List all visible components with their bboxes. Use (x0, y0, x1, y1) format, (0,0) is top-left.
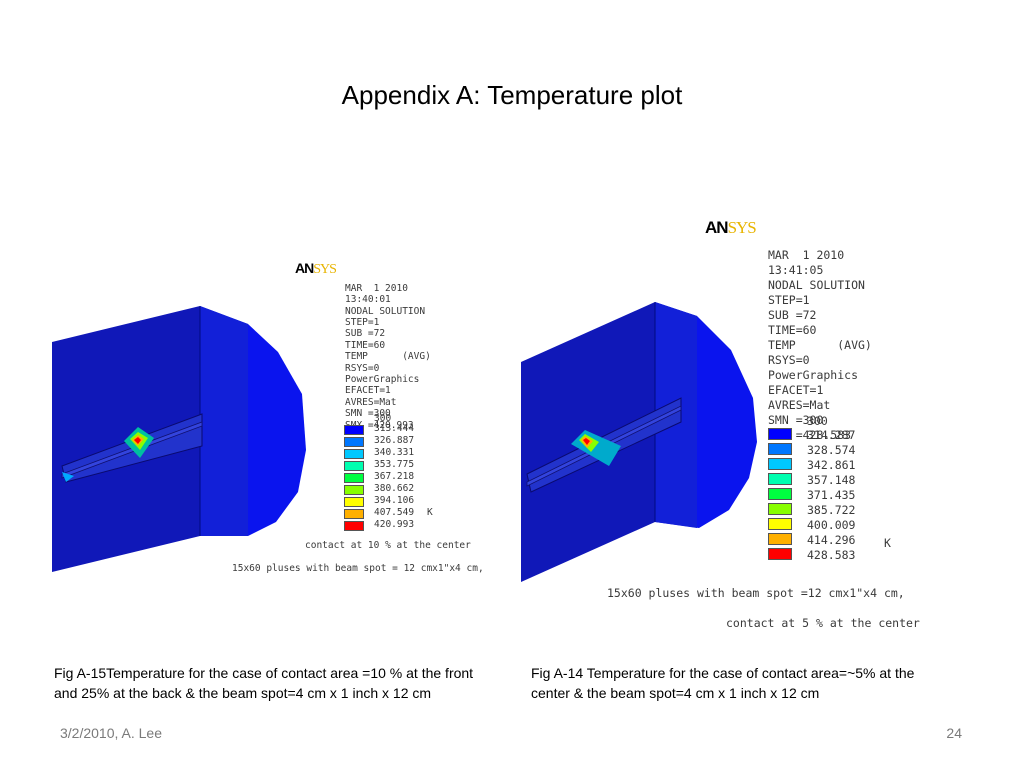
beam-model-right (521, 302, 757, 582)
note-beam-left: 15x60 pluses with beam spot = 12 cmx1"x4… (232, 563, 484, 574)
note-contact-right: contact at 5 % at the center (726, 616, 920, 630)
ansys-logo-left: ANSYS (295, 260, 337, 277)
solution-info-left: MAR 1 2010 13:40:01 NODAL SOLUTION STEP=1 SU… (345, 282, 431, 431)
caption-right: Fig A-14 Temperature for the case of con… (531, 665, 915, 701)
unit-label-left: K (427, 507, 433, 518)
temperature-plot-left: ANSYS MAR 1 2010 13:40:01 NODAL SOLUTION ST… (52, 250, 502, 580)
caption-left: Fig A-15Temperature for the case of cont… (54, 665, 474, 701)
solution-info-right: MAR 1 2010 13:41:05 NODAL SOLUTION STEP=1 SU… (768, 248, 872, 442)
unit-label-right: K (884, 536, 891, 550)
note-contact-left: contact at 10 % at the center (305, 540, 471, 551)
temperature-plot-right: ANSYS MAR 1 2010 13:41:05 NODAL SOLUTION ST… (521, 210, 971, 640)
ansys-logo-right: ANSYS (705, 218, 757, 237)
note-beam-right: 15x60 pluses with beam spot =12 cmx1"x4 … (607, 586, 905, 600)
page-number: 24 (946, 725, 962, 741)
footer-date-author: 3/2/2010, A. Lee (60, 725, 162, 741)
beam-model-left (52, 306, 306, 572)
slide-title: Appendix A: Temperature plot (341, 80, 683, 110)
